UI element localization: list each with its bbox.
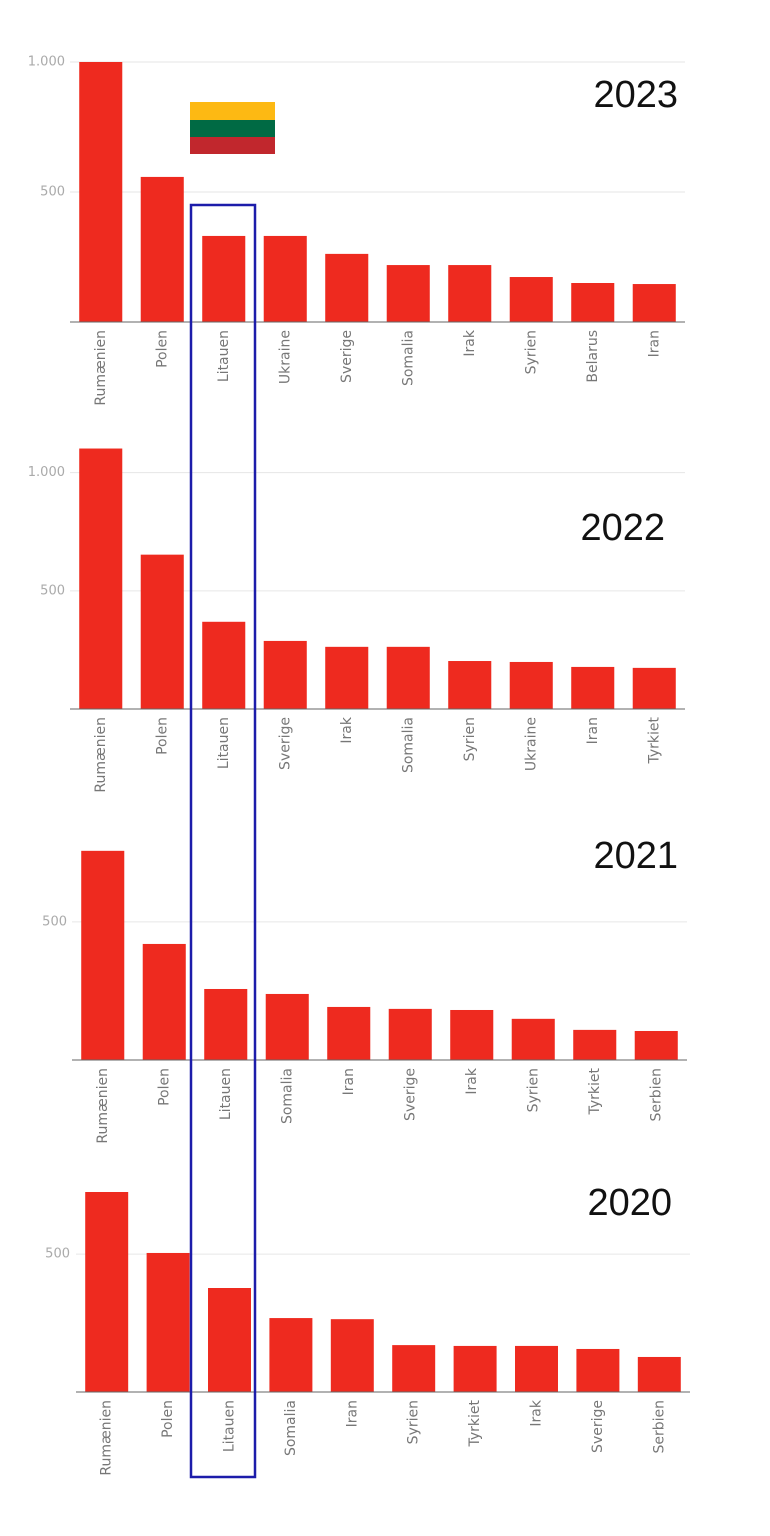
chart-title: 2022 [580,507,665,549]
x-tick-label: Serbien [648,1068,664,1122]
x-tick-label: Syrien [523,330,539,374]
bar [450,1009,494,1060]
x-tick-label: Irak [464,1067,480,1094]
bar [202,621,246,709]
bar [265,993,309,1060]
x-tick-label: Iran [585,717,601,744]
bar [453,1345,497,1392]
bar [330,1319,374,1392]
bar [632,284,676,322]
bar [325,646,369,709]
x-tick-label: Sverige [339,330,355,383]
bar [571,283,615,322]
y-tick-label: 500 [42,914,67,929]
bar [576,1348,620,1392]
x-tick-label: Rumænien [93,330,109,406]
x-tick-label: Tyrkiet [646,716,662,764]
y-tick-label: 1.000 [28,55,65,70]
x-tick-label: Polen [154,330,170,368]
x-tick-label: Litauen [216,330,232,382]
y-tick-label: 500 [40,583,65,598]
bar [202,235,246,322]
bar [140,176,184,322]
x-tick-label: Syrien [525,1068,541,1112]
x-tick-label: Somalia [279,1068,295,1124]
x-tick-label: Irak [339,716,355,743]
bar [146,1252,190,1392]
chart-title: 2020 [587,1182,672,1224]
bar [204,988,248,1060]
x-tick-label: Irak [529,1399,545,1426]
bar [634,1030,678,1060]
bar [327,1006,371,1060]
flag-stripe [190,137,275,154]
bar [573,1029,617,1060]
x-tick-label: Somalia [400,330,416,386]
x-tick-label: Syrien [462,717,478,761]
x-tick-label: Iran [344,1400,360,1427]
highlight-box [189,203,257,1479]
bar [79,62,123,322]
bar [208,1288,251,1392]
x-tick-label: Tyrkiet [467,1399,483,1447]
bar [571,666,615,709]
y-tick-label: 500 [45,1247,70,1262]
bar [448,661,492,709]
x-tick-label: Irak [462,329,478,356]
x-tick-label: Ukraine [277,330,293,384]
bar [511,1018,555,1060]
x-tick-label: Sverige [277,717,293,770]
x-tick-label: Litauen [222,1400,238,1452]
x-tick-label: Rumænien [93,717,109,793]
lithuania-flag [190,102,275,154]
x-tick-label: Litauen [216,717,232,769]
x-tick-label: Syrien [406,1400,422,1444]
x-tick-label: Polen [154,717,170,755]
x-tick-label: Serbien [651,1400,667,1454]
x-tick-label: Litauen [218,1068,234,1120]
bar [79,448,123,709]
flag-stripe [190,120,275,137]
bar [637,1356,681,1392]
x-tick-label: Somalia [283,1400,299,1456]
x-tick-label: Somalia [400,717,416,773]
bar [448,265,492,322]
bar [85,1192,129,1392]
bar [263,640,307,709]
x-tick-label: Ukraine [523,717,539,771]
bar [386,646,430,709]
bar [140,554,184,709]
chart-title: 2023 [593,74,678,116]
y-tick-label: 500 [40,185,65,200]
bar [632,667,676,709]
x-tick-label: Polen [160,1400,176,1438]
bar [325,253,369,322]
x-tick-label: Tyrkiet [587,1067,603,1115]
x-tick-label: Sverige [590,1400,606,1453]
x-tick-label: Iran [341,1068,357,1095]
x-tick-label: Rumænien [99,1400,115,1476]
bar [388,1008,432,1060]
x-tick-label: Iran [646,330,662,357]
x-tick-label: Sverige [402,1068,418,1121]
bar [515,1345,558,1392]
chart-title: 2021 [593,835,678,877]
x-tick-label: Rumænien [95,1068,111,1144]
bar [509,661,553,709]
bar [81,850,125,1060]
y-tick-label: 1.000 [28,465,65,480]
bar [269,1318,313,1392]
x-tick-label: Polen [156,1068,172,1106]
x-tick-label: Belarus [585,330,601,383]
bar [509,277,553,322]
bar [142,943,186,1060]
flag-stripe [190,102,275,120]
bar [392,1345,436,1392]
bar [386,265,430,322]
bar [263,235,307,322]
